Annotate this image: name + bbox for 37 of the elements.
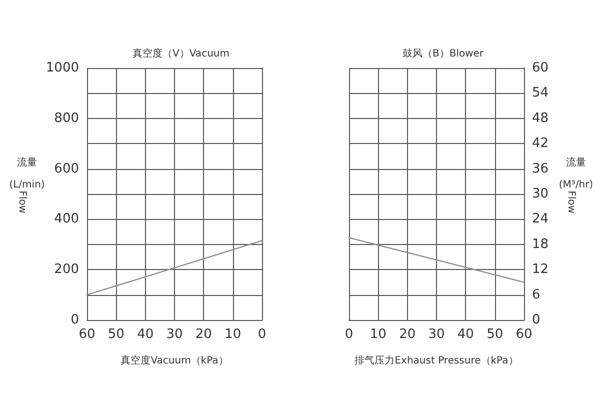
y-tick-label: 0 (70, 312, 79, 328)
x-axis-title: 排气压力Exhaust Pressure（kPa） (354, 354, 518, 366)
y-tick-label: 400 (54, 212, 79, 227)
y-tick-label: 600 (54, 161, 79, 176)
x-tick-label: 60 (516, 327, 532, 342)
x-tick-label: 40 (137, 327, 154, 342)
x-tick-label: 0 (258, 327, 266, 342)
x-tick-label: 30 (166, 327, 183, 342)
y2-tick-label: 30 (532, 186, 549, 202)
chart-title: 鼓风（B）Blower (402, 48, 484, 60)
y2-tick-label: 24 (532, 212, 549, 227)
y-axis-title: 流量 (L/min) Flow (9, 156, 45, 214)
y2-axis-title: 流量 (M³/hr) Flow (558, 156, 594, 214)
y2-tick-label: 0 (532, 312, 540, 328)
y2-tick-label: 48 (532, 110, 549, 126)
x-tick-label: 40 (457, 327, 474, 342)
y2-tick-label: 54 (532, 86, 549, 101)
x-tick-label: 60 (78, 327, 96, 342)
x-tick-label: 50 (486, 327, 504, 342)
y-tick-label: 1000 (46, 60, 79, 76)
x-tick-label: 20 (195, 327, 212, 342)
x-tick-label: 30 (428, 327, 445, 342)
chart-title: 真空度（V）Vacuum (132, 48, 230, 60)
x-axis-title: 真空度Vacuum（kPa） (120, 354, 228, 366)
y2-tick-label: 36 (532, 161, 549, 176)
x-tick-label: 50 (108, 327, 124, 342)
x-tick-label: 10 (224, 327, 242, 342)
y2-tick-label: 18 (532, 236, 549, 252)
y2-tick-label: 12 (532, 262, 549, 278)
y-tick-label: 200 (54, 262, 79, 278)
y2-tick-label: 42 (532, 136, 549, 152)
y2-tick-label: 6 (532, 287, 540, 302)
x-tick-label: 0 (344, 327, 354, 342)
x-tick-label: 10 (370, 327, 386, 342)
y2-tick-label: 60 (532, 60, 549, 76)
x-tick-label: 20 (399, 327, 416, 342)
y-tick-label: 800 (54, 110, 79, 126)
